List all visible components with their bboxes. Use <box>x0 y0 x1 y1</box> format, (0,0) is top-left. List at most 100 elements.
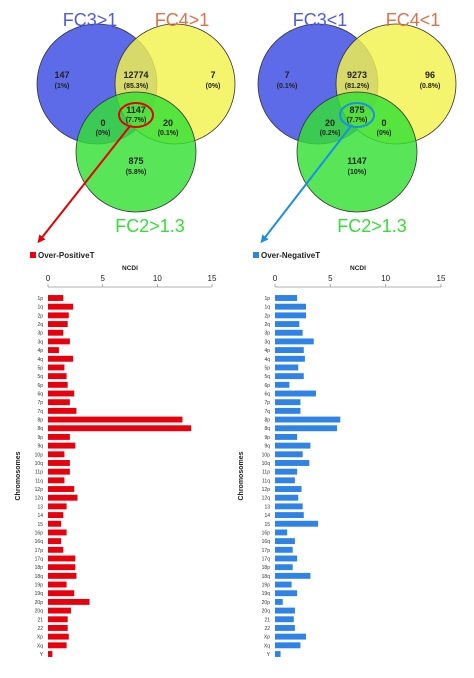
category-label: 18p <box>262 565 271 571</box>
bar <box>48 555 76 562</box>
bar <box>275 390 316 397</box>
category-label: 2p <box>37 313 43 319</box>
category-label: 9p <box>37 435 43 441</box>
legend-swatch <box>253 252 259 258</box>
venn-left-ab-count: 12774 <box>123 70 148 80</box>
category-label: 10p <box>35 452 44 458</box>
category-label: 19p <box>262 583 271 589</box>
venn-right-ac-count: 20 <box>325 118 335 128</box>
bar <box>48 312 69 319</box>
venn-right-only-c-pct: (10%) <box>348 169 367 176</box>
category-label: Xp <box>264 635 270 641</box>
x-tick-label: 0 <box>46 274 51 283</box>
category-label: 16p <box>35 530 44 536</box>
bar <box>275 460 310 466</box>
bar <box>275 651 281 657</box>
bar <box>275 451 303 458</box>
category-label: 11p <box>262 470 270 476</box>
bar <box>275 433 298 440</box>
category-label: 13 <box>37 504 43 510</box>
category-label: 3q <box>264 339 270 345</box>
bar <box>275 347 304 354</box>
bar <box>48 321 68 328</box>
category-label: 6p <box>37 383 43 389</box>
category-label: 3p <box>264 331 270 337</box>
category-label: 11p <box>35 470 43 476</box>
bar <box>48 399 70 406</box>
legend-label: Over-PositiveT <box>38 251 95 260</box>
venn-left-only-b-pct: (0%) <box>206 83 221 90</box>
bar <box>48 329 64 336</box>
bar <box>48 564 76 571</box>
bar <box>48 373 67 380</box>
category-label: 7p <box>37 400 43 406</box>
bar <box>275 520 319 527</box>
bar <box>275 581 292 588</box>
x-tick-label: 5 <box>100 274 105 283</box>
bar <box>275 564 293 571</box>
category-label: 20q <box>35 609 44 615</box>
category-label: 5q <box>37 374 43 380</box>
category-label: 12p <box>35 487 44 493</box>
category-label: 16q <box>262 539 271 545</box>
venn-left-bc-count: 20 <box>163 118 173 128</box>
venn-right-bc-count: 0 <box>381 118 386 128</box>
bar <box>275 555 298 562</box>
x-tick-label: 0 <box>273 274 278 283</box>
category-label: 18q <box>262 574 271 580</box>
bar <box>48 494 78 501</box>
legend-swatch <box>30 252 36 258</box>
category-label: 6q <box>37 392 43 398</box>
category-label: 19q <box>35 591 44 597</box>
bar <box>48 572 77 579</box>
venn-left-highlight <box>118 102 154 128</box>
category-label: 17p <box>262 548 271 554</box>
bar <box>48 381 68 388</box>
category-label: 17p <box>35 548 44 554</box>
venn-left-only-c-pct: (5.8%) <box>126 169 147 176</box>
bar <box>48 642 67 649</box>
bar-chart-positive: Over-PositiveT NCDI 0 5 10 15 Chromosomes 1p 1q 2… <box>15 251 217 658</box>
bar <box>48 477 65 484</box>
venn-right-circle-c <box>296 91 418 213</box>
venn-right-ab-pct: (81.2%) <box>345 83 370 90</box>
bar <box>48 433 70 440</box>
legend-label: Over-NegativeT <box>261 251 320 260</box>
category-label: 16q <box>35 539 44 545</box>
category-label: 19p <box>35 583 44 589</box>
bar-chart-negative: Over-NegativeT NCDI 0 5 10 15 Chromosomes 1p 1q 2… <box>238 251 446 658</box>
bar <box>275 572 311 579</box>
category-label: 5p <box>37 365 43 371</box>
bar <box>48 486 75 492</box>
category-label: 12q <box>35 496 44 502</box>
bar <box>48 503 67 510</box>
category-label: 21 <box>37 617 43 623</box>
bar <box>48 442 76 449</box>
category-label: 4q <box>264 357 270 363</box>
venn-left-arrow <box>37 125 131 244</box>
category-label: Xq <box>37 643 43 649</box>
bar <box>48 520 62 527</box>
bar <box>48 355 74 362</box>
bar <box>275 598 283 605</box>
bar <box>275 321 300 328</box>
category-label: 9p <box>264 435 270 441</box>
category-label: 8p <box>264 418 270 424</box>
bar <box>275 503 303 510</box>
category-label: 22 <box>264 626 270 632</box>
venn-left-ac-pct: (0%) <box>96 130 111 137</box>
x-axis-label: NCDI <box>122 265 138 272</box>
category-label: 2q <box>264 322 270 328</box>
category-label: 20p <box>35 600 44 606</box>
bar <box>275 442 311 449</box>
venn-right-only-a-count: 7 <box>284 70 289 80</box>
venn-right-ac-pct: (0.2%) <box>320 130 341 137</box>
bar <box>275 642 301 649</box>
category-label: 1p <box>37 296 43 302</box>
venn-right-only-a-pct: (0.1%) <box>277 83 298 90</box>
bar <box>48 598 90 605</box>
category-label: 6q <box>264 392 270 398</box>
bar <box>275 295 298 301</box>
category-label: 7q <box>37 409 43 415</box>
